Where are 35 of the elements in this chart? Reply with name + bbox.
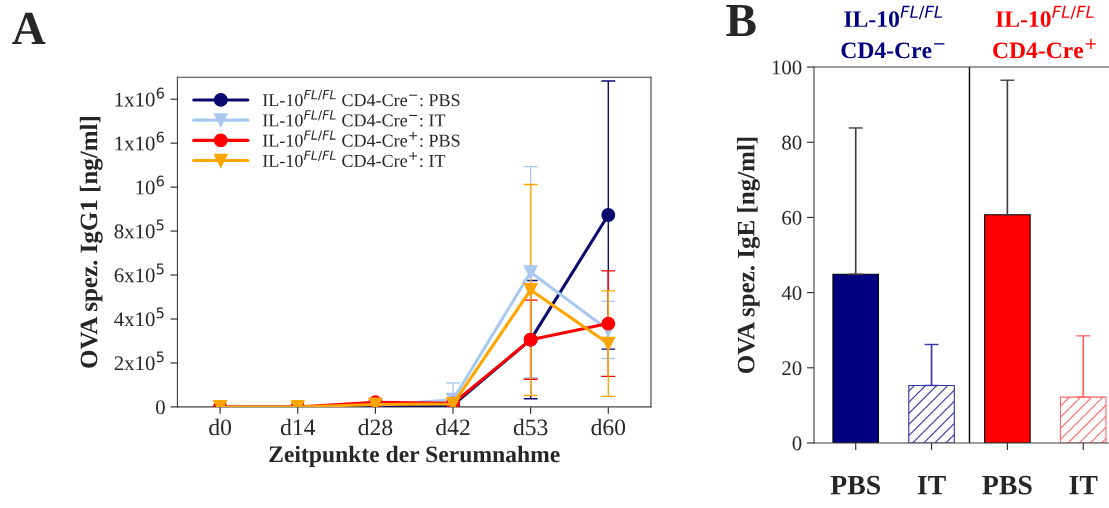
legend-label: IL-10$^{FL/FL}$ CD4-Cre$^{+}$: IT (262, 150, 446, 168)
x-tick-label: d0 (209, 418, 232, 436)
x-tick-label: d42 (436, 418, 470, 436)
legend-label: IL-10$^{FL/FL}$ CD4-Cre$^{−}$: IT (262, 110, 446, 127)
x-tick-label: d28 (358, 418, 393, 436)
y-axis-title: OVA spez. IgG1 [ng/ml] (79, 117, 103, 368)
y-tick-label: 100 (772, 60, 802, 75)
y-tick-label: 80 (782, 135, 802, 150)
y-axis-title: OVA spez. IgE [ng/ml] (736, 137, 760, 374)
legend-label: IL-10$^{FL/FL}$ CD4-Cre$^{−}$: PBS (262, 89, 460, 107)
chart-title: B (726, 4, 756, 37)
y-tick-label: 1x10$^{6}$ (115, 131, 164, 151)
y-tick-label: 10$^{6}$ (136, 175, 164, 195)
y-tick-label: 0 (156, 400, 165, 415)
x-tick-label: IT (917, 476, 946, 495)
x-tick-label: PBS (830, 475, 881, 495)
y-tick-label: 8x10$^{5}$ (114, 219, 164, 239)
y-tick-label: 60 (782, 210, 802, 225)
y-tick-label: 40 (781, 285, 802, 301)
y-tick-label: 6x10$^{5}$ (114, 263, 164, 283)
y-tick-label: 2x10$^{5}$ (114, 351, 164, 371)
chart-title: A (12, 12, 46, 45)
y-tick-label: 0 (792, 436, 802, 451)
x-tick-label: d14 (280, 418, 316, 436)
text: IL-10$^{FL/FL}$ CD4-Cre$^{−}$ (841, 5, 945, 59)
y-tick-label: 1x10$^{6}$ (115, 87, 164, 107)
legend-label: IL-10$^{FL/FL}$ CD4-Cre$^{+}$: PBS (262, 130, 460, 147)
x-tick-label: d60 (591, 418, 626, 436)
x-tick-label: d53 (513, 418, 548, 436)
y-tick-label: 4x10$^{5}$ (114, 307, 164, 327)
x-tick-label: PBS (982, 475, 1032, 495)
y-tick-label: 20 (782, 361, 802, 376)
x-tick-label: IT (1069, 476, 1098, 495)
text: IL-10$^{FL/FL}$ CD4-Cre$^{+}$ (993, 5, 1097, 59)
x-axis-title: Zeitpunkte der Serumnahme (269, 445, 560, 468)
